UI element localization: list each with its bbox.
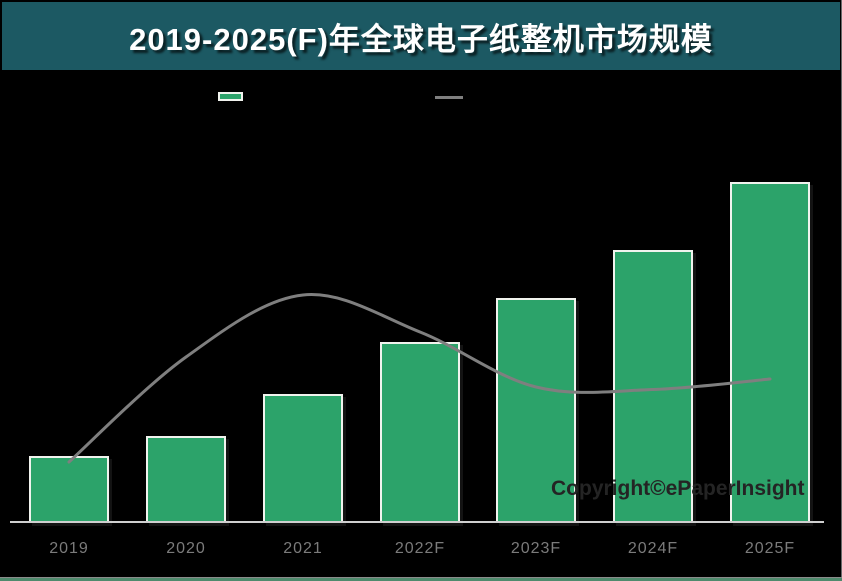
bar-2021 [263, 394, 343, 523]
bar-2019 [29, 455, 109, 523]
title-banner: 2019-2025(F)年全球电子纸整机市场规模 [2, 2, 840, 70]
x-axis-label-2020: 2020 [166, 540, 206, 557]
x-axis-label-2023F: 2023F [510, 540, 562, 557]
legend-line-series-swatch-icon [435, 96, 463, 99]
copyright-watermark: Copyright©ePaperInsight [551, 477, 805, 500]
legend-bar-series-swatch-icon [218, 92, 243, 101]
x-axis-label-2022F: 2022F [394, 540, 446, 557]
x-axis-label-2025F: 2025F [744, 540, 796, 557]
bar-2025F [730, 182, 810, 523]
bar-2022F [380, 342, 460, 523]
x-axis-label-2019: 2019 [49, 540, 89, 557]
bar-2020 [146, 436, 226, 523]
chart-title: 2019-2025(F)年全球电子纸整机市场规模 [129, 21, 713, 57]
x-axis-label-2024F: 2024F [627, 540, 679, 557]
x-axis-label-2021: 2021 [283, 540, 323, 557]
x-axis-line [10, 521, 824, 523]
bottom-border-strip [0, 577, 842, 581]
